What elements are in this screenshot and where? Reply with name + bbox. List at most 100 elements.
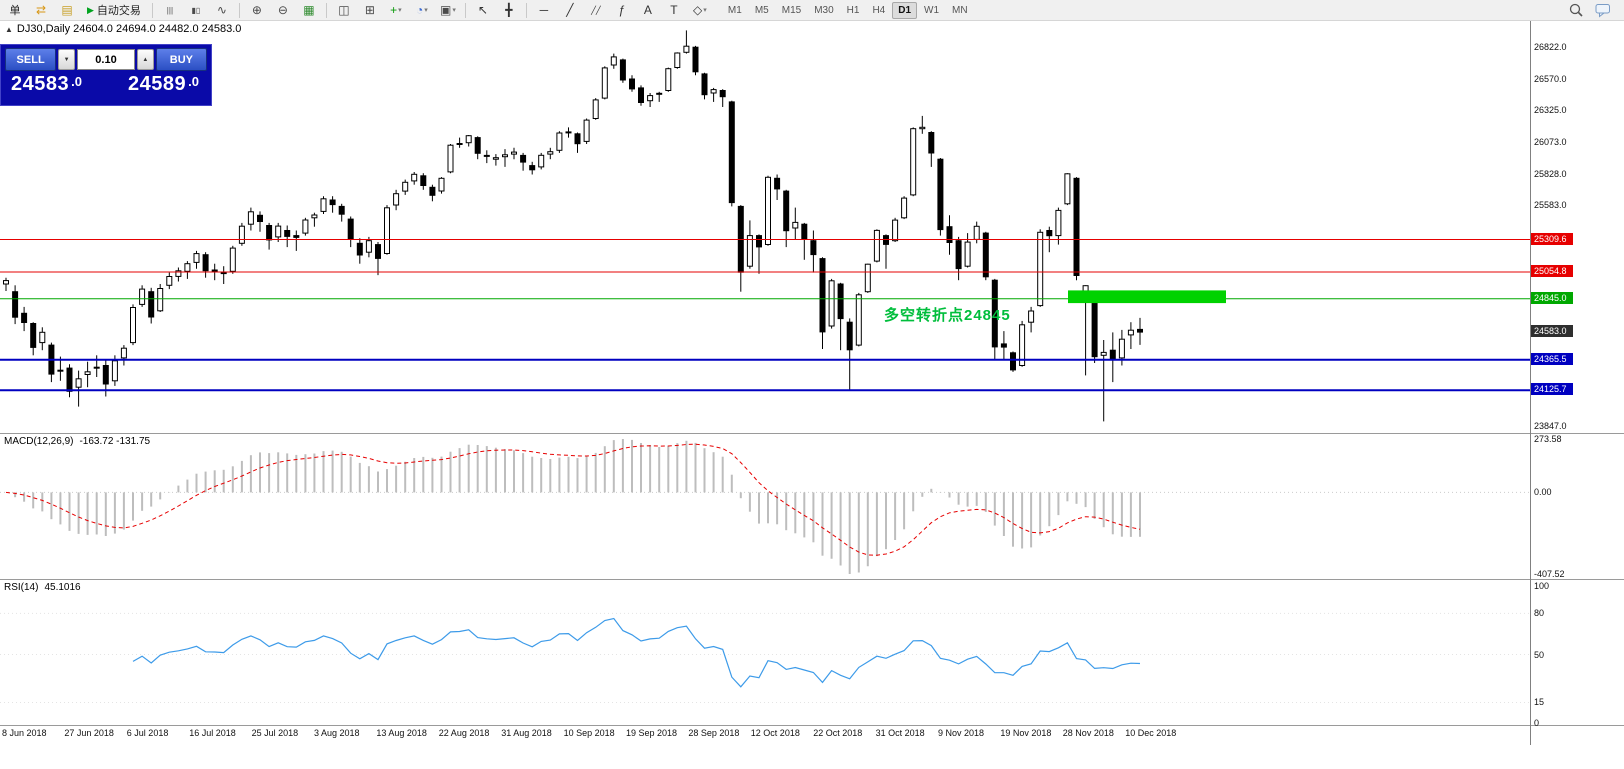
date-label: 28 Nov 2018 xyxy=(1062,728,1114,738)
date-label: 10 Dec 2018 xyxy=(1125,728,1177,738)
arrange-windows-icon: ⊞ xyxy=(364,3,375,17)
toolbar-separator xyxy=(525,2,527,18)
macd-histogram xyxy=(14,439,1141,574)
timeframe-mn-button[interactable]: MN xyxy=(952,4,968,16)
fibonacci-icon[interactable]: ƒ xyxy=(610,0,634,20)
panel-separator xyxy=(0,725,1624,726)
date-label: 12 Oct 2018 xyxy=(750,728,800,738)
rsi-label: RSI(14) 45.1016 xyxy=(4,582,81,593)
templates-icon[interactable]: ▣ ▾ xyxy=(436,0,460,20)
timeframe-m30-button[interactable]: M30 xyxy=(814,4,834,16)
zoom-in-icon: ⊕ xyxy=(251,3,262,17)
toolbar-separator xyxy=(464,2,466,18)
volume-increase-button[interactable]: ▲ xyxy=(137,49,154,70)
arrows-icon: ⇄ xyxy=(35,3,47,17)
toolbar-right-group xyxy=(1569,3,1611,18)
indicators-icon: + xyxy=(390,3,398,17)
symbol-ohlc-text: DJ30,Daily 24604.0 24694.0 24482.0 24583… xyxy=(16,23,242,35)
bar-chart-icon: ||| xyxy=(166,5,174,15)
line-chart-icon: ∿ xyxy=(216,3,227,17)
arrows-icon[interactable]: ⇄ xyxy=(29,0,53,20)
current-price-label: 24583.0 xyxy=(1531,325,1573,338)
line-chart-icon[interactable]: ∿ xyxy=(210,0,234,20)
price-tick-label: 25828.0 xyxy=(1534,168,1567,179)
sell-button[interactable]: SELL xyxy=(5,48,57,71)
toolbar-separator xyxy=(325,2,327,18)
channel-icon[interactable]: ╱╱ xyxy=(584,0,608,20)
horizontal-line-icon[interactable]: ─ xyxy=(532,0,556,20)
date-label: 27 Jun 2018 xyxy=(64,728,114,738)
cursor-icon[interactable]: ↖ xyxy=(471,0,495,20)
candlestick-chart-icon[interactable]: ▮▯ xyxy=(184,0,208,20)
timeframe-h4-button[interactable]: H4 xyxy=(872,4,886,16)
volume-input[interactable] xyxy=(77,49,135,70)
trendline-icon[interactable]: ╱ xyxy=(558,0,582,20)
timeframe-h1-button[interactable]: H1 xyxy=(846,4,860,16)
zoom-out-icon[interactable]: ⊖ xyxy=(271,0,295,20)
price-tick-label: 26073.0 xyxy=(1534,137,1567,148)
chat-icon[interactable] xyxy=(1595,3,1611,18)
shapes-icon[interactable]: ◇ ▾ xyxy=(688,0,712,20)
zoom-in-icon[interactable]: ⊕ xyxy=(245,0,269,20)
timeframe-m1-button[interactable]: M1 xyxy=(727,4,742,16)
price-line-label: 24845.0 xyxy=(1531,291,1573,304)
new-order-button[interactable]: 单 xyxy=(9,5,21,17)
horizontal-line-icon: ─ xyxy=(539,3,549,17)
date-label: 22 Oct 2018 xyxy=(813,728,863,738)
macd-axis-zero-label: 0.00 xyxy=(1534,487,1552,498)
crosshair-icon: ╋ xyxy=(505,3,513,17)
volume-decrease-button[interactable]: ▼ xyxy=(58,49,75,70)
macd-signal-line xyxy=(5,443,1141,556)
main-price-chart[interactable] xyxy=(0,30,1530,433)
crosshair-icon[interactable]: ╋ xyxy=(497,0,521,20)
timeframe-m5-button[interactable]: M5 xyxy=(754,4,769,16)
dropdown-arrow-icon[interactable]: ▾ xyxy=(398,7,402,14)
indicators-icon[interactable]: + ▾ xyxy=(384,0,408,20)
bar-chart-icon[interactable]: ||| xyxy=(158,0,182,20)
date-label: 19 Sep 2018 xyxy=(626,728,678,738)
dropdown-arrow-icon[interactable]: ▾ xyxy=(703,7,707,14)
date-label: 6 Jul 2018 xyxy=(126,728,169,738)
play-icon: ▶ xyxy=(87,4,94,15)
grid-icon[interactable]: ▦ xyxy=(297,0,321,20)
highlight-rectangle[interactable] xyxy=(1068,290,1226,304)
tile-windows-icon[interactable]: ◫ xyxy=(332,0,356,20)
rsi-level-label: 100 xyxy=(1534,581,1550,591)
grid-icon: ▦ xyxy=(303,3,315,17)
dropdown-arrow-icon[interactable]: ▾ xyxy=(424,7,428,14)
label-icon[interactable]: T xyxy=(662,0,686,20)
arrange-windows-icon[interactable]: ⊞ xyxy=(358,0,382,20)
panel-separator[interactable] xyxy=(0,433,1624,434)
turning-point-annotation[interactable]: 多空转折点24845 xyxy=(884,307,1011,324)
macd-label: MACD(12,26,9) -163.72 -131.75 xyxy=(4,436,151,447)
macd-indicator-chart[interactable] xyxy=(0,434,1530,579)
rsi-level-label: 15 xyxy=(1534,697,1545,708)
panel-toggle-icon[interactable]: ▲ xyxy=(5,24,13,34)
buy-button[interactable]: BUY xyxy=(155,48,207,71)
price-axis-line xyxy=(1530,21,1531,745)
magnifier-icon[interactable] xyxy=(1569,3,1583,17)
date-label: 25 Jul 2018 xyxy=(251,728,299,738)
one-click-trading-panel: SELL ▼ ▲ BUY 24583.0 24589.0 xyxy=(0,44,212,106)
panel-separator[interactable] xyxy=(0,579,1624,580)
date-label: 31 Oct 2018 xyxy=(875,728,925,738)
date-label: 16 Jul 2018 xyxy=(189,728,236,738)
price-line-label: 25054.8 xyxy=(1531,264,1573,277)
text-icon[interactable]: A xyxy=(636,0,660,20)
fibonacci-icon: ƒ xyxy=(618,3,626,17)
rsi-indicator-chart[interactable] xyxy=(0,580,1530,725)
cursor-icon: ↖ xyxy=(477,3,488,17)
periods-icon[interactable]: ◔ ▾ xyxy=(410,0,434,20)
text-icon: A xyxy=(643,3,652,17)
chevron-down-icon: ▼ xyxy=(63,56,70,63)
toolbar-separator xyxy=(238,2,240,18)
timeframe-d1-button[interactable]: D1 xyxy=(892,1,918,19)
dropdown-arrow-icon[interactable]: ▾ xyxy=(452,7,456,14)
shapes-icon: ◇ xyxy=(693,3,703,17)
timeframe-w1-button[interactable]: W1 xyxy=(924,4,940,16)
book-icon[interactable]: ▤ xyxy=(55,0,79,20)
auto-trading-button[interactable]: ▶ 自动交易 xyxy=(87,4,141,18)
timeframe-m15-button[interactable]: M15 xyxy=(781,4,802,16)
price-line-label: 24125.7 xyxy=(1531,383,1573,396)
